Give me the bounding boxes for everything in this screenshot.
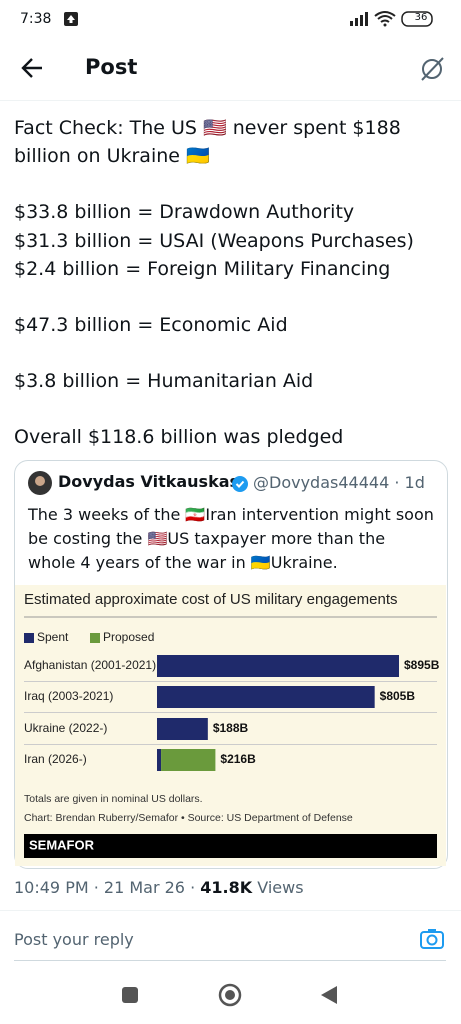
- views-count: 41.8K: [200, 878, 253, 897]
- bar-segment: [157, 749, 162, 771]
- category-label: Iraq (2003-2021): [24, 689, 113, 703]
- category-label: Afghanistan (2001-2021): [24, 658, 156, 672]
- upload-icon: [64, 12, 78, 26]
- header-title: Post: [85, 55, 138, 79]
- divider: [14, 960, 446, 961]
- translate-icon[interactable]: [418, 55, 446, 83]
- divider: [0, 910, 461, 911]
- quote-handle: @Dovydas44444 · 1d: [253, 473, 425, 492]
- age: · 1d: [394, 473, 425, 492]
- reply-input[interactable]: Post your reply: [14, 930, 134, 949]
- divider: [0, 100, 461, 101]
- post-line: $47.3 billion = Economic Aid: [14, 314, 288, 336]
- timestamp: 10:49 PM · 21 Mar 26 ·: [14, 878, 196, 897]
- post-line: $2.4 billion = Foreign Military Financin…: [14, 258, 391, 280]
- post-line: Overall $118.6 billion was pledged: [14, 426, 344, 448]
- post-line: $33.8 billion = Drawdown Authority: [14, 201, 355, 223]
- post-meta: 10:49 PM · 21 Mar 26 · 41.8K Views: [14, 878, 304, 897]
- nav-home-dot: [225, 990, 235, 1000]
- quote-author: Dovydas Vitkauskas: [58, 472, 240, 491]
- chart-notes: Totals are given in nominal US dollars.: [24, 793, 203, 805]
- chart-bg: [15, 585, 446, 866]
- category-label: Ukraine (2022-): [24, 721, 107, 735]
- category-label: Iran (2026-): [24, 752, 87, 766]
- post-line: Fact Check: The US 🇺🇸 never spent $188: [14, 117, 401, 139]
- total-label: $895B: [404, 658, 440, 672]
- post-line: billion on Ukraine 🇺🇦: [14, 145, 210, 167]
- post-line: $31.3 billion = USAI (Weapons Purchases): [14, 230, 414, 252]
- nav-home[interactable]: [218, 983, 242, 1007]
- avatar: [28, 471, 52, 495]
- views-label: Views: [257, 878, 304, 897]
- handle: @Dovydas44444: [253, 473, 390, 492]
- chart-source: Chart: Brendan Ruberry/Semafor • Source:…: [24, 812, 353, 824]
- legend-swatch: [24, 633, 34, 643]
- status-icons: [350, 11, 433, 27]
- battery: 36: [414, 12, 428, 23]
- legend-swatch: [90, 633, 100, 643]
- verified-badge: [232, 476, 248, 492]
- nav-back[interactable]: [321, 986, 337, 1004]
- legend-label: Spent: [37, 630, 69, 644]
- nav-recent[interactable]: [122, 987, 138, 1003]
- nav-bar: [122, 983, 337, 1007]
- total-label: $216B: [220, 752, 256, 766]
- quote-line: The 3 weeks of the 🇮🇷Iran intervention m…: [28, 505, 434, 524]
- camera-icon[interactable]: [420, 928, 444, 950]
- legend-label: Proposed: [103, 630, 154, 644]
- total-label: $805B: [380, 689, 416, 703]
- quote-card[interactable]: [14, 460, 448, 869]
- total-label: $188B: [213, 721, 249, 735]
- brand-band: [24, 834, 437, 858]
- bar-segment: [161, 749, 216, 771]
- chart: Estimated approximate cost of US militar…: [15, 585, 446, 866]
- bar-segment: [157, 686, 375, 708]
- post-line: $3.8 billion = Humanitarian Aid: [14, 370, 314, 392]
- chart-title: Estimated approximate cost of US militar…: [24, 591, 398, 608]
- bar-segment: [157, 655, 399, 677]
- bar-segment: [157, 718, 208, 740]
- quote-line: whole 4 years of the war in 🇺🇦Ukraine.: [28, 553, 338, 572]
- quote-line: be costing the 🇺🇸US taxpayer more than t…: [28, 529, 386, 548]
- brand: SEMAFOR: [29, 837, 95, 852]
- back-button[interactable]: [20, 56, 46, 80]
- status-time: 7:38: [20, 11, 52, 27]
